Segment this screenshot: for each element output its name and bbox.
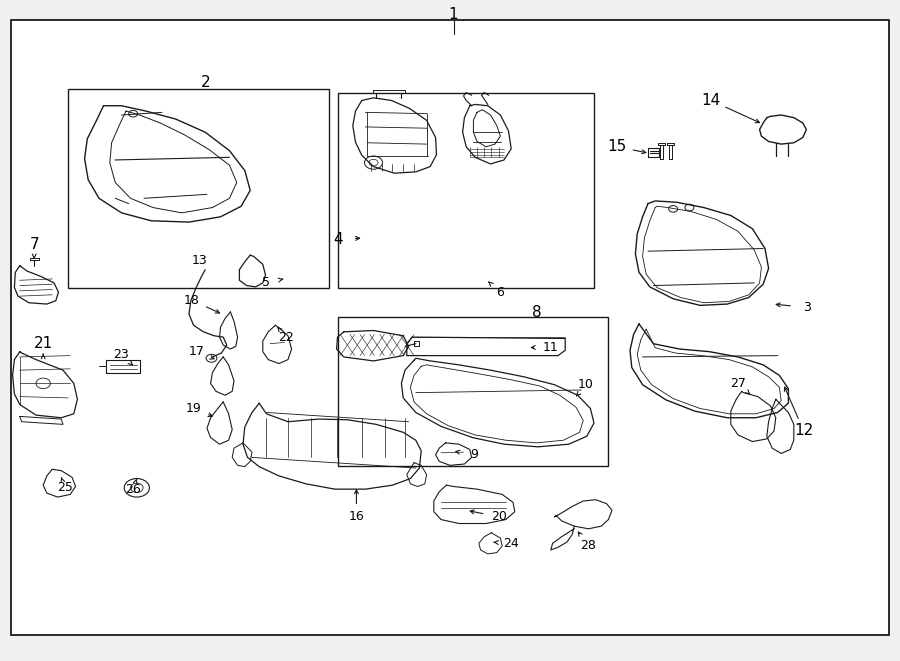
Text: 17: 17 — [188, 345, 204, 358]
Text: 11: 11 — [543, 340, 559, 354]
Text: 5: 5 — [263, 276, 270, 290]
Text: 22: 22 — [278, 330, 294, 344]
Text: 24: 24 — [503, 537, 519, 550]
Text: 6: 6 — [497, 286, 504, 299]
Bar — [338, 93, 594, 288]
Text: 9: 9 — [471, 448, 478, 461]
Text: 18: 18 — [184, 293, 200, 307]
Text: 27: 27 — [730, 377, 746, 390]
Text: 7: 7 — [30, 237, 39, 252]
Text: 12: 12 — [794, 424, 814, 438]
Text: 25: 25 — [57, 481, 73, 494]
Text: 14: 14 — [701, 93, 721, 108]
Text: 28: 28 — [580, 539, 596, 552]
Bar — [68, 89, 328, 288]
Text: 2: 2 — [201, 75, 210, 90]
Text: 16: 16 — [348, 510, 364, 524]
Text: 21: 21 — [33, 336, 53, 351]
Text: 1: 1 — [449, 7, 458, 22]
Text: 20: 20 — [491, 510, 508, 524]
Text: 19: 19 — [185, 402, 202, 415]
Text: 4: 4 — [334, 232, 343, 247]
Text: 13: 13 — [192, 254, 208, 267]
Text: 3: 3 — [804, 301, 811, 314]
Text: 15: 15 — [607, 139, 626, 154]
Text: 26: 26 — [125, 483, 141, 496]
Text: 8: 8 — [533, 305, 542, 320]
Text: 23: 23 — [112, 348, 129, 361]
Text: 10: 10 — [578, 378, 594, 391]
Bar — [338, 317, 608, 466]
